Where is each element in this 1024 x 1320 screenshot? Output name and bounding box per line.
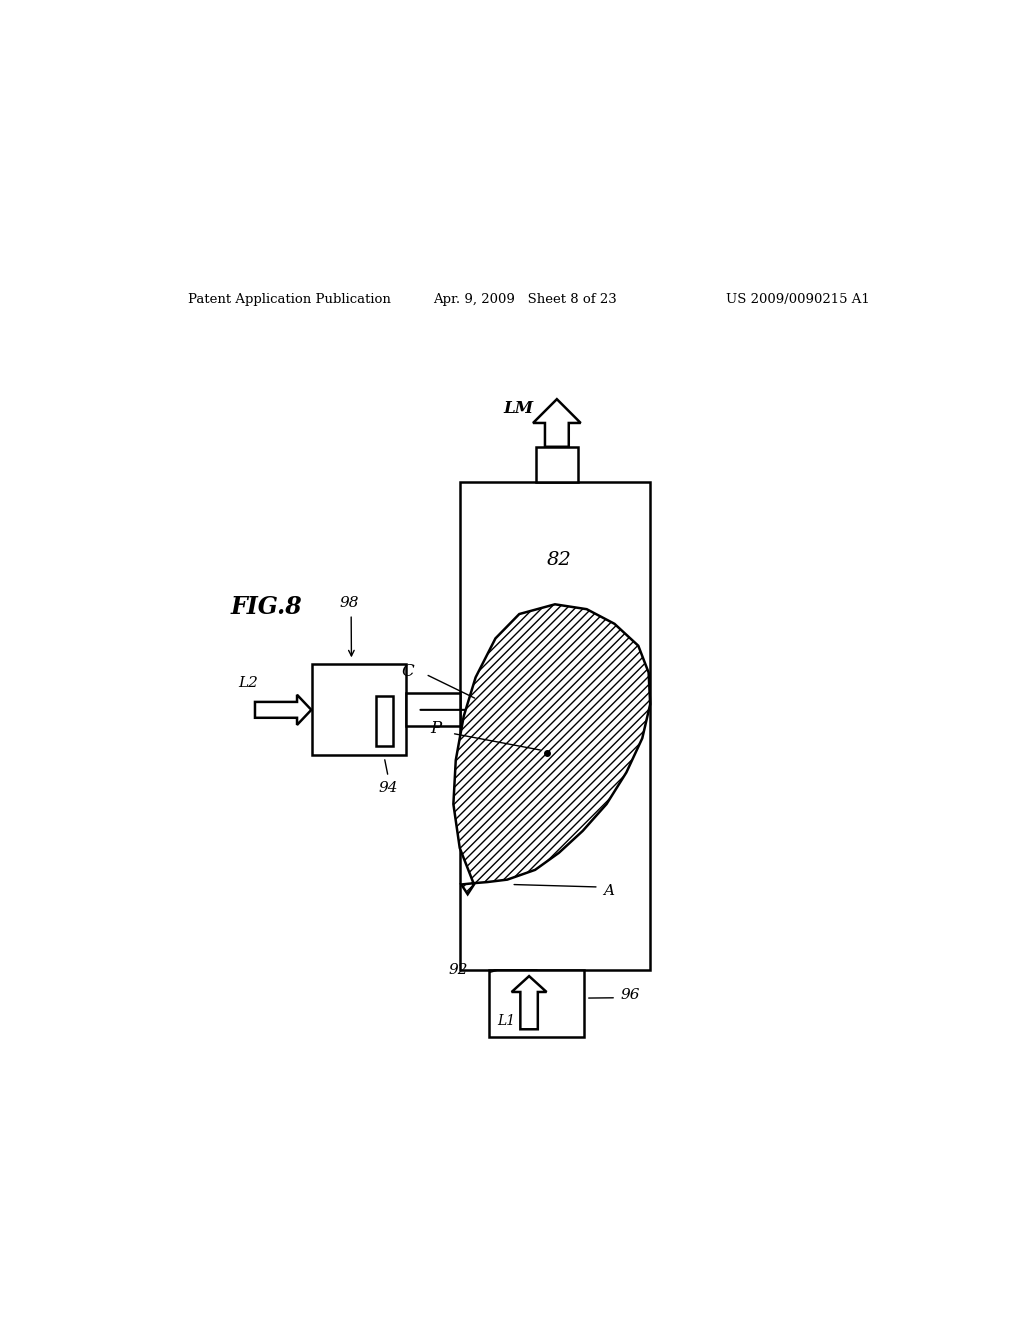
Text: Patent Application Publication: Patent Application Publication: [187, 293, 390, 306]
Bar: [536, 446, 578, 483]
Text: A: A: [603, 884, 614, 898]
Bar: [489, 970, 585, 1038]
Text: L2: L2: [239, 676, 259, 690]
Text: 82: 82: [547, 552, 571, 569]
Text: B: B: [490, 680, 501, 694]
Bar: [376, 696, 392, 746]
Bar: [312, 664, 406, 755]
Text: 96: 96: [620, 989, 640, 1002]
FancyArrow shape: [534, 399, 581, 446]
Text: LM: LM: [504, 400, 534, 417]
Bar: [406, 693, 460, 726]
FancyArrow shape: [512, 975, 547, 1030]
Text: Apr. 9, 2009   Sheet 8 of 23: Apr. 9, 2009 Sheet 8 of 23: [433, 293, 616, 306]
Text: FIG.8: FIG.8: [231, 595, 303, 619]
Text: P: P: [430, 719, 441, 737]
Text: 94: 94: [379, 781, 398, 795]
Text: 92: 92: [449, 962, 468, 977]
Bar: [460, 483, 650, 970]
Text: 98: 98: [340, 597, 359, 610]
Text: C: C: [401, 663, 415, 680]
Text: US 2009/0090215 A1: US 2009/0090215 A1: [726, 293, 870, 306]
Polygon shape: [454, 605, 650, 894]
FancyArrow shape: [255, 694, 311, 725]
Text: L1: L1: [498, 1014, 515, 1028]
